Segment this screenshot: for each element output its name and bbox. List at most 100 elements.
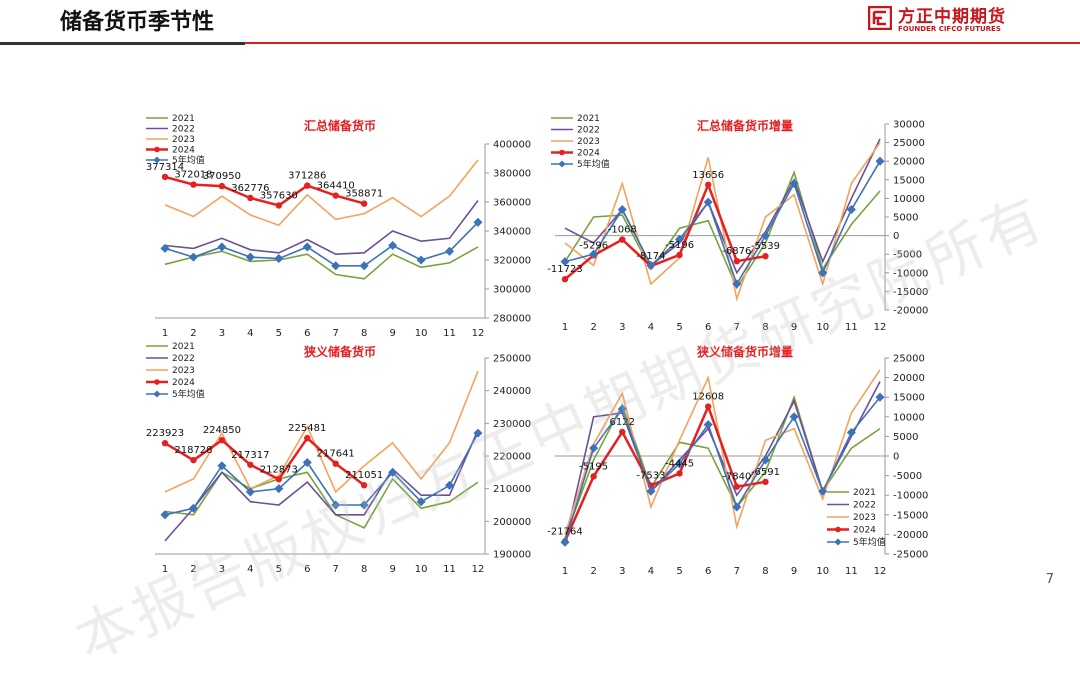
series-line-2022: [164, 429, 479, 542]
data-label-2024: -7533: [636, 471, 665, 482]
series-point-5yr-avg: [473, 217, 483, 227]
legend-label: 2023: [853, 513, 876, 523]
series-point-2024: [190, 181, 197, 188]
series-point-2024: [733, 483, 741, 490]
series-point-2024: [733, 257, 741, 265]
x-tick-label: 10: [415, 328, 428, 339]
x-tick-label: 7: [734, 322, 740, 333]
data-label-2024: 223923: [146, 428, 184, 439]
y-tick-label: 300000: [493, 285, 531, 296]
data-label-2024: -7840: [722, 472, 751, 483]
y-tick-label: 5000: [893, 213, 918, 224]
chart-total-reserve-money: 汇总储备货币 280000 300000 320000 340000 360000 3800…: [146, 114, 531, 339]
data-label-2024: 218728: [174, 445, 212, 456]
series-point-5yr-avg: [617, 205, 627, 215]
series-point-2024: [304, 434, 311, 442]
series-point-2024: [275, 202, 283, 209]
data-label-2024: 364410: [317, 181, 355, 192]
series-point-2024: [218, 182, 226, 190]
series-point-5yr-avg: [217, 242, 227, 252]
x-tick-label: 3: [619, 566, 625, 577]
x-tick-label: 8: [762, 322, 768, 333]
legend-label: 2022: [172, 354, 195, 364]
legend-label: 2021: [172, 114, 195, 124]
y-tick-label: 380000: [493, 169, 531, 180]
series-point-5yr-avg: [188, 252, 198, 262]
x-tick-label: 12: [874, 566, 887, 577]
y-tick-label: -5000: [893, 471, 922, 482]
series-point-5yr-avg: [160, 243, 170, 253]
x-tick-label: 11: [443, 564, 456, 575]
series-point-2024: [590, 473, 597, 480]
legend-label: 2022: [577, 126, 600, 136]
legend-label: 5年均值: [172, 154, 205, 166]
series-point-2024: [218, 436, 226, 444]
x-tick-label: 11: [443, 328, 456, 339]
chart-total-reserve-money-increment: 汇总储备货币增量 -20000 -15000 -10000 -5000 0 5000 1000…: [547, 114, 928, 333]
y-tick-label: -15000: [893, 287, 928, 298]
y-tick-label: 5000: [893, 432, 918, 443]
x-tick-label: 4: [247, 328, 253, 339]
data-label-2024: -21764: [547, 526, 582, 537]
y-tick-label: 360000: [493, 198, 531, 209]
data-label-2024: 224850: [203, 425, 241, 436]
x-tick-label: 8: [361, 328, 367, 339]
x-tick-label: 2: [190, 328, 196, 339]
y-tick-label: 15000: [893, 175, 925, 186]
x-tick-label: 2: [590, 322, 596, 333]
x-tick-label: 7: [333, 328, 339, 339]
legend-label: 5年均值: [172, 388, 205, 400]
legend-marker: [153, 390, 161, 398]
y-tick-label: 220000: [493, 452, 531, 463]
x-tick-label: 6: [705, 566, 711, 577]
data-label-2024: 358871: [345, 189, 383, 200]
legend-label: 2023: [577, 137, 600, 147]
y-tick-label: -15000: [893, 510, 928, 521]
series-point-2024: [161, 439, 169, 447]
data-label-2024: 212873: [260, 464, 298, 475]
chart-narrow-reserve-money-increment: 狭义储备货币增量 -25000 -20000 -15000 -10000 -5000 0 50…: [547, 344, 928, 577]
series-point-5yr-avg: [445, 480, 455, 490]
x-tick-label: 10: [816, 322, 829, 333]
x-tick-label: 3: [219, 564, 225, 575]
y-tick-label: 10000: [893, 194, 925, 205]
x-tick-label: 1: [162, 328, 168, 339]
y-tick-label: 230000: [493, 419, 531, 430]
series-point-5yr-avg: [789, 178, 799, 189]
legend-label: 2022: [853, 501, 876, 511]
x-tick-label: 5: [676, 322, 682, 333]
series-point-2024: [360, 200, 368, 207]
series-point-2024: [332, 192, 339, 199]
series-point-5yr-avg: [789, 412, 799, 422]
series-point-5yr-avg: [875, 156, 885, 166]
series-point-2024: [762, 478, 769, 486]
series-point-5yr-avg: [245, 487, 255, 497]
data-label-2024: -4445: [665, 458, 694, 469]
legend-label: 2021: [853, 488, 876, 498]
series-point-2024: [762, 253, 769, 260]
x-tick-label: 2: [590, 566, 596, 577]
series-line-2022: [564, 138, 881, 275]
legend-label: 5年均值: [853, 536, 886, 548]
series-point-2024: [619, 236, 626, 243]
x-tick-label: 6: [304, 564, 310, 575]
series-point-5yr-avg: [760, 231, 770, 241]
header-divider-accent: [0, 42, 245, 45]
y-tick-label: 20000: [893, 157, 925, 168]
chart-title: 狭义储备货币: [303, 344, 376, 359]
data-label-2024: 12608: [692, 392, 724, 403]
series-line-2024: [564, 181, 766, 281]
x-tick-label: 9: [389, 564, 395, 575]
chart-title: 汇总储备货币增量: [697, 118, 793, 133]
data-label-2024: -1068: [608, 225, 637, 236]
y-tick-label: 200000: [493, 517, 531, 528]
y-tick-label: -20000: [893, 530, 928, 541]
x-tick-label: 12: [874, 322, 887, 333]
data-label-2024: 362776: [231, 183, 269, 194]
x-tick-label: 10: [816, 566, 829, 577]
y-tick-label: -20000: [893, 306, 928, 317]
series-point-2024: [190, 456, 197, 464]
series-point-2024: [275, 476, 283, 483]
legend-label: 2021: [172, 342, 195, 352]
chart-narrow-reserve-money: 狭义储备货币 190000 200000 210000 220000 230000 2400…: [146, 342, 531, 575]
